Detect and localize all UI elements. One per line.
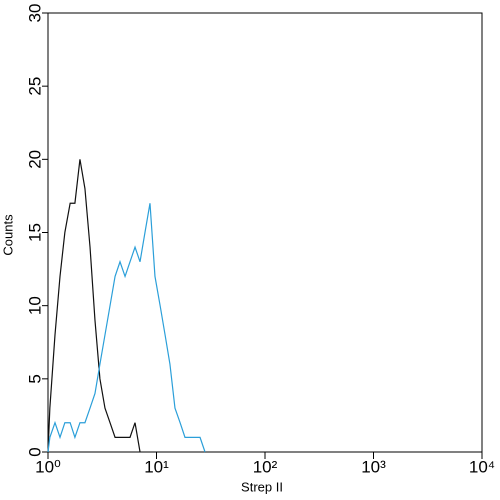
y-tick-label: 5 — [25, 374, 44, 383]
x-tick-label: 10³ — [361, 457, 386, 476]
x-tick-label: 10⁴ — [469, 457, 495, 476]
plot-frame — [47, 12, 483, 453]
y-tick-label: 30 — [25, 4, 44, 23]
y-axis-title: Counts — [0, 214, 15, 256]
histogram-line — [47, 203, 206, 453]
x-tick-label: 10¹ — [144, 457, 169, 476]
x-tick-label: 10⁰ — [35, 457, 61, 476]
x-tick-label: 10² — [253, 457, 278, 476]
histogram-line — [47, 159, 141, 453]
y-tick-label: 20 — [25, 150, 44, 169]
y-tick-label: 0 — [25, 447, 44, 456]
y-tick-label: 10 — [25, 296, 44, 315]
y-tick-label: 15 — [25, 223, 44, 242]
x-axis-title: Strep II — [241, 479, 283, 494]
y-tick-label: 25 — [25, 77, 44, 96]
